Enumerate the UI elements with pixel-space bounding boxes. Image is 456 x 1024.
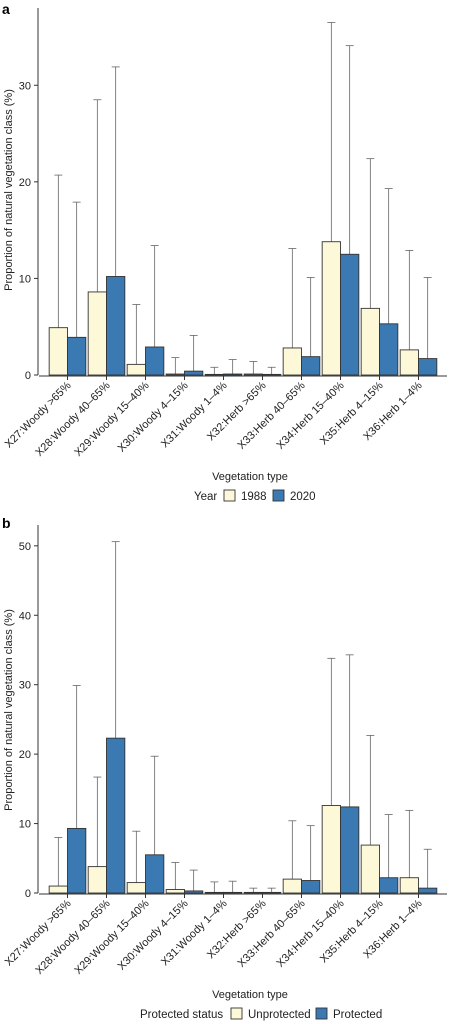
panel-b-legend-title: Protected status [140,1009,223,1021]
panel-a-bar-1988 [360,307,380,376]
panel-b-category-label: X29:Woody 15–40% [72,897,151,976]
panel-a-legend-label-1988: 1988 [241,491,267,503]
panel-b-y-tick-label: 0 [25,888,31,900]
panel-a-y-axis-title: Proportion of natural vegetation class (… [3,89,15,291]
panel-a-category-label: X28:Woody 40–65% [33,379,112,458]
panel-a-legend-label-2020: 2020 [290,491,316,503]
panel-a-bar-2020 [67,336,87,376]
panel-b-y-tick-label: 40 [19,610,31,622]
panel-a-bar-2020 [262,373,282,376]
panel-a-x-axis-title: Vegetation type [212,471,288,483]
panel-b-bar-protected [145,854,165,894]
panel-a-category-label: X30:Woody 4–15% [116,379,191,454]
panel-b-bar-protected [184,890,204,894]
panel-a-bar-2020 [379,323,399,376]
panel-b-bar-unprotected [243,891,263,894]
panel-a-bar-1988 [165,373,185,376]
panel-b-bar-unprotected [48,885,68,894]
panel-b-bar-protected [340,806,360,894]
panel-b-legend: Protected status Unprotected Protected [140,1007,382,1021]
panel-a-bar-2020 [145,346,165,376]
panel-b-x-axis-title: Vegetation type [212,989,288,1001]
panel-a-bar-2020 [106,276,126,376]
panel-a-bar-2020 [301,356,321,376]
panel-b-letter: b [2,515,11,531]
panel-b-bar-unprotected [282,878,302,894]
panel-b-bar-unprotected [204,891,224,894]
panel-b-y-tick-label: 30 [19,680,31,692]
panel-a-legend-title: Year [194,491,217,503]
panel-b-bar-protected [301,880,321,894]
panel-a: a Proportion of natural vegetation class… [2,1,447,503]
panel-a-bar-2020 [340,253,360,376]
panel-b-y-tick-label: 50 [19,541,31,553]
panel-b-category-label: X31:Woody 1–4% [159,897,230,968]
panel-a-y-tick-label: 30 [19,80,31,92]
panel-a-y-tick-label: 0 [25,370,31,382]
panel-b-category-label: X27:Woody >65% [3,897,74,968]
panel-a-bar-1988 [243,373,263,376]
panel-a-y-tick-label: 20 [19,177,31,189]
panel-a-category-label: X29:Woody 15–40% [72,379,151,458]
panel-b-category-label: X34:Herb 15–40% [275,897,347,969]
panel-b-legend-swatch-protected [315,1007,328,1020]
panel-a-y-tick-label: 10 [19,273,31,285]
panel-b-bar-unprotected [87,866,107,894]
panel-a-bar-1988 [48,327,68,376]
panel-b-bar-unprotected [399,877,419,894]
panel-b-legend-label-protected: Protected [333,1009,382,1021]
panel-a-category-label: X31:Woody 1–4% [159,379,230,450]
panel-a-category-label: X33:Herb 40–65% [236,379,308,451]
panel-a-category-label: X34:Herb 15–40% [275,379,347,451]
panel-b-bar-protected [223,891,243,894]
panel-a-letter: a [2,1,10,17]
panel-b-category-label: X30:Woody 4–15% [116,897,191,972]
panel-b-y-axis-title: Proportion of natural vegetation class (… [3,609,15,811]
panel-b-bar-protected [262,891,282,894]
panel-a-legend-swatch-2020 [272,489,285,502]
panel-a-bar-1988 [204,373,224,376]
panel-a-bar-2020 [418,358,438,376]
panel-b-category-label: X28:Woody 40–65% [33,897,112,976]
panel-b: b Proportion of natural vegetation class… [2,515,447,1021]
panel-a-bar-1988 [126,363,146,376]
panel-b-y-tick-label: 10 [19,819,31,831]
panel-b-bar-protected [418,887,438,894]
panel-b-category-label: X33:Herb 40–65% [236,897,308,969]
panel-b-legend-swatch-unprotected [230,1007,243,1020]
panel-a-bar-1988 [321,241,341,376]
panel-a-bar-2020 [184,370,204,376]
panel-a-bar-1988 [282,347,302,376]
panel-b-bar-protected [67,827,87,894]
panel-b-bar-unprotected [126,882,146,894]
panel-b-y-tick-label: 20 [19,749,31,761]
panel-b-bar-unprotected [360,844,380,894]
panel-a-bar-1988 [87,291,107,376]
panel-b-bar-unprotected [165,889,185,894]
panel-b-bar-protected [106,737,126,894]
panel-b-bar-unprotected [321,805,341,894]
panel-b-bar-protected [379,877,399,894]
panel-b-legend-label-unprotected: Unprotected [248,1009,311,1021]
panel-a-bar-2020 [223,373,243,376]
panel-a-legend: Year 1988 2020 [194,489,316,503]
panel-a-category-label: X27:Woody >65% [3,379,74,450]
panel-a-bar-1988 [399,349,419,376]
panel-a-legend-swatch-1988 [223,489,236,502]
